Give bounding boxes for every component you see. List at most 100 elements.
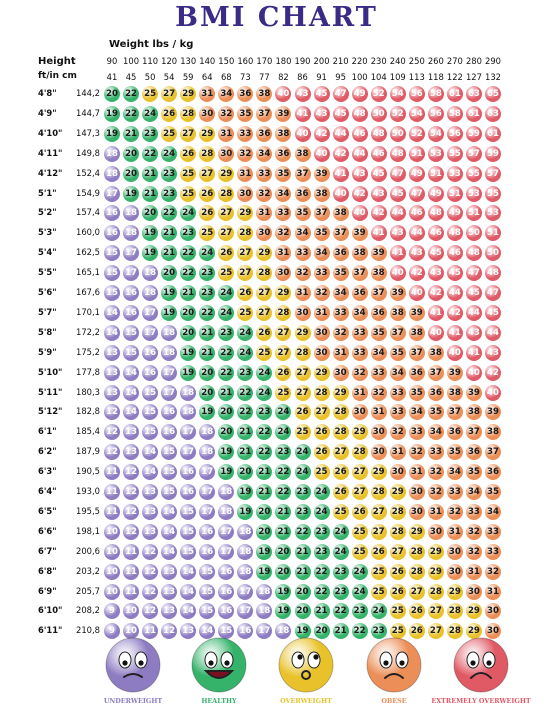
bmi-cell: 31 (370, 404, 387, 421)
bmi-cell: 18 (104, 165, 120, 182)
bmi-cell: 52 (370, 86, 387, 102)
bmi-cell: 33 (446, 484, 463, 500)
bmi-cell: 16 (199, 523, 216, 540)
bmi-cell: 20 (256, 523, 273, 540)
bmi-cell: 24 (313, 503, 330, 520)
bmi-cell: 39 (275, 105, 292, 122)
bmi-cell: 17 (123, 245, 140, 262)
weight-kg-tick: 132 (485, 72, 501, 82)
weight-kg-tick: 77 (259, 72, 270, 82)
bmi-cell: 25 (180, 165, 197, 182)
bmi-cell: 27 (294, 364, 311, 381)
bmi-cell: 56 (408, 86, 425, 102)
bmi-cell: 22 (123, 105, 140, 122)
bmi-cell: 26 (408, 603, 425, 620)
bmi-cell: 22 (275, 484, 292, 500)
bmi-cell: 46 (351, 125, 368, 142)
bmi-cell: 12 (142, 603, 159, 620)
bmi-cell: 13 (123, 424, 140, 441)
bmi-cell: 31 (256, 205, 273, 222)
bmi-cell: 12 (123, 464, 140, 481)
bmi-cell: 35 (389, 344, 406, 361)
bmi-cell: 37 (332, 225, 349, 242)
weight-lbs-tick: 130 (180, 56, 197, 66)
bmi-cell: 57 (465, 145, 482, 162)
bmi-cell: 31 (313, 304, 330, 321)
weight-lbs-tick: 90 (106, 56, 118, 66)
bmi-cell: 36 (408, 364, 425, 381)
bmi-cell: 27 (237, 265, 254, 282)
bmi-cell: 24 (218, 304, 235, 321)
bmi-cell: 29 (275, 285, 292, 301)
height-ftin-label: 6'3" (38, 466, 57, 477)
bmi-cell: 10 (123, 603, 140, 620)
bmi-cell: 20 (275, 563, 292, 580)
bmi-cell: 23 (180, 225, 197, 242)
bmi-cell: 19 (123, 185, 140, 202)
bmi-cell: 21 (256, 484, 273, 500)
bmi-cell: 17 (237, 603, 254, 620)
bmi-cell: 44 (446, 285, 463, 301)
underweight-face-icon (105, 637, 161, 693)
bmi-cell: 17 (142, 304, 159, 321)
bmi-cell: 18 (218, 484, 235, 500)
bmi-cell: 21 (199, 344, 216, 361)
chart-title: BMI CHART (175, 2, 378, 33)
bmi-cell: 21 (275, 503, 292, 520)
bmi-cell: 37 (465, 424, 482, 441)
bmi-cell: 55 (485, 185, 501, 202)
height-ftin-label: 4'8" (38, 88, 57, 98)
bmi-cell: 13 (123, 444, 140, 461)
bmi-cell: 28 (275, 304, 292, 321)
bmi-cell: 20 (123, 145, 140, 162)
bmi-cell: 31 (275, 245, 292, 262)
bmi-cell: 16 (237, 623, 254, 640)
bmi-cell: 38 (351, 245, 368, 262)
height-cm-label: 210,8 (76, 625, 100, 636)
bmi-cell: 19 (275, 603, 292, 620)
bmi-cell: 27 (275, 344, 292, 361)
bmi-cell: 22 (256, 424, 273, 441)
bmi-cell: 27 (256, 285, 273, 301)
bmi-cell: 41 (465, 344, 482, 361)
bmi-cell: 27 (180, 125, 197, 142)
bmi-cell: 52 (389, 105, 406, 122)
bmi-cell: 28 (332, 404, 349, 421)
bmi-cell: 19 (218, 444, 235, 461)
bmi-cell: 24 (199, 245, 216, 262)
bmi-cell: 16 (104, 225, 120, 242)
height-ftin-label: 5'9" (38, 346, 57, 357)
bmi-cell: 53 (485, 205, 501, 222)
bmi-cell: 33 (485, 523, 501, 540)
bmi-cell: 16 (218, 603, 235, 620)
bmi-cell: 31 (446, 523, 463, 540)
bmi-cell: 61 (446, 86, 463, 102)
bmi-cell: 29 (218, 165, 235, 182)
bmi-cell: 28 (389, 503, 406, 520)
bmi-cell: 19 (142, 225, 159, 242)
height-ftin-label: 4'10" (38, 127, 63, 138)
category-label-overweight: OVERWEIGHT (280, 697, 332, 705)
bmi-cell: 16 (104, 205, 120, 222)
bmi-cell: 22 (313, 583, 330, 600)
bmi-cell: 11 (123, 583, 140, 600)
bmi-cell: 34 (351, 304, 368, 321)
bmi-cell: 33 (389, 404, 406, 421)
bmi-cell: 21 (237, 444, 254, 461)
bmi-cell: 33 (256, 165, 273, 182)
weight-kg-tick: 45 (125, 72, 137, 82)
bmi-cell: 45 (485, 304, 501, 321)
bmi-cell: 36 (427, 384, 444, 401)
bmi-cell: 19 (180, 344, 197, 361)
weight-kg-tick: 50 (144, 72, 156, 82)
bmi-cell: 44 (389, 205, 406, 222)
bmi-cell: 18 (256, 583, 273, 600)
bmi-cell: 23 (370, 623, 387, 640)
height-cm-label: 182,8 (76, 406, 100, 417)
bmi-cell: 50 (465, 225, 482, 242)
bmi-cell: 38 (332, 205, 349, 222)
bmi-cell: 18 (218, 503, 235, 520)
bmi-cell: 53 (446, 165, 463, 182)
bmi-cell: 30 (465, 583, 482, 600)
bmi-cell: 51 (485, 225, 501, 242)
